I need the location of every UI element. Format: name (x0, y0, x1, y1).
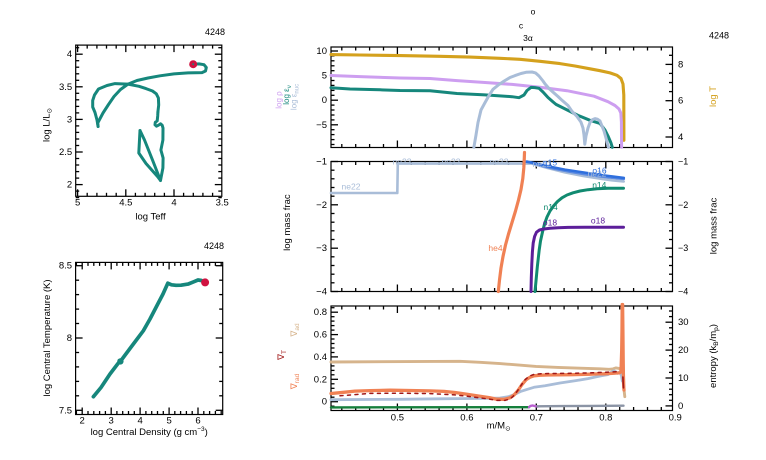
svg-text:−4: −4 (316, 287, 327, 298)
svg-text:ne22: ne22 (533, 159, 552, 169)
svg-text:−5: −5 (316, 120, 327, 131)
svg-text:ne22: ne22 (588, 168, 607, 178)
svg-text:0.6: 0.6 (314, 330, 327, 341)
svg-text:log εnuc: log εnuc (290, 84, 301, 110)
svg-text:6: 6 (678, 96, 683, 107)
svg-text:ne22: ne22 (342, 181, 361, 191)
svg-text:∇T: ∇T (276, 350, 288, 361)
svg-text:0.6: 0.6 (460, 413, 473, 424)
svg-text:he4: he4 (488, 243, 502, 253)
svg-text:log mass frac: log mass frac (282, 194, 293, 251)
svg-text:ne22: ne22 (490, 157, 509, 167)
svg-text:2: 2 (67, 180, 72, 191)
svg-text:log L/L⊙: log L/L⊙ (42, 107, 54, 142)
svg-text:3α: 3α (523, 33, 533, 43)
svg-text:4: 4 (171, 198, 176, 209)
svg-text:log Teff: log Teff (135, 212, 166, 223)
svg-text:0.4: 0.4 (314, 352, 327, 363)
svg-text:20: 20 (678, 345, 689, 356)
svg-text:o18: o18 (591, 216, 605, 226)
svg-text:−3: −3 (678, 243, 688, 253)
svg-text:ne22: ne22 (393, 157, 412, 167)
svg-text:−4: −4 (678, 287, 688, 297)
svg-text:log εν: log εν (282, 85, 293, 104)
svg-text:0: 0 (322, 397, 327, 408)
svg-text:4248: 4248 (205, 27, 225, 37)
svg-text:0: 0 (322, 95, 327, 106)
svg-text:2.5: 2.5 (59, 147, 72, 158)
svg-text:−3: −3 (316, 243, 327, 254)
svg-text:8.5: 8.5 (59, 261, 72, 272)
svg-text:ne22: ne22 (442, 157, 461, 167)
svg-text:0.7: 0.7 (530, 413, 543, 424)
svg-text:0: 0 (678, 401, 683, 412)
svg-text:0.5: 0.5 (391, 413, 404, 424)
svg-text:c: c (519, 21, 524, 31)
svg-text:0.8: 0.8 (599, 413, 612, 424)
svg-text:−1: −1 (678, 157, 688, 167)
svg-text:0.9: 0.9 (669, 413, 682, 424)
svg-text:2: 2 (80, 416, 85, 427)
svg-text:n14: n14 (592, 180, 606, 190)
svg-text:entropy (kB/mp): entropy (kB/mp) (708, 324, 720, 388)
svg-text:10: 10 (316, 46, 327, 57)
svg-text:5: 5 (166, 416, 171, 427)
svg-text:−1: −1 (316, 157, 327, 168)
svg-text:log ρ: log ρ (275, 91, 284, 109)
svg-text:6: 6 (195, 416, 200, 427)
svg-text:−2: −2 (678, 200, 688, 210)
svg-text:4248: 4248 (709, 31, 729, 41)
svg-text:n14: n14 (544, 202, 558, 212)
svg-text:log T: log T (708, 86, 719, 107)
svg-text:4: 4 (678, 132, 683, 143)
svg-text:4248: 4248 (204, 241, 224, 251)
svg-text:log Central Temperature (K): log Central Temperature (K) (42, 279, 53, 396)
svg-text:n15: n15 (543, 158, 557, 168)
svg-text:m/M⊙: m/M⊙ (487, 421, 511, 433)
svg-text:30: 30 (678, 317, 689, 328)
svg-text:5: 5 (75, 198, 80, 209)
svg-text:0.2: 0.2 (314, 374, 327, 385)
svg-text:8: 8 (678, 59, 683, 70)
svg-text:o: o (531, 6, 536, 16)
svg-text:4: 4 (67, 49, 72, 60)
svg-text:o16: o16 (592, 166, 606, 176)
svg-text:3: 3 (67, 114, 72, 125)
svg-text:log Central Density (g cm−3): log Central Density (g cm−3) (91, 426, 208, 438)
svg-text:10: 10 (678, 373, 689, 384)
svg-text:3.5: 3.5 (216, 198, 229, 209)
svg-text:3.5: 3.5 (59, 82, 72, 93)
svg-text:7.5: 7.5 (59, 405, 72, 416)
svg-text:0.8: 0.8 (314, 307, 327, 318)
svg-text:4.5: 4.5 (119, 198, 132, 209)
svg-text:log mass frac: log mass frac (709, 198, 720, 255)
svg-text:3: 3 (109, 416, 114, 427)
svg-text:−2: −2 (316, 200, 327, 211)
svg-text:5: 5 (322, 71, 327, 82)
svg-text:o18: o18 (543, 217, 557, 227)
svg-text:4: 4 (137, 416, 142, 427)
svg-text:8: 8 (67, 333, 72, 344)
